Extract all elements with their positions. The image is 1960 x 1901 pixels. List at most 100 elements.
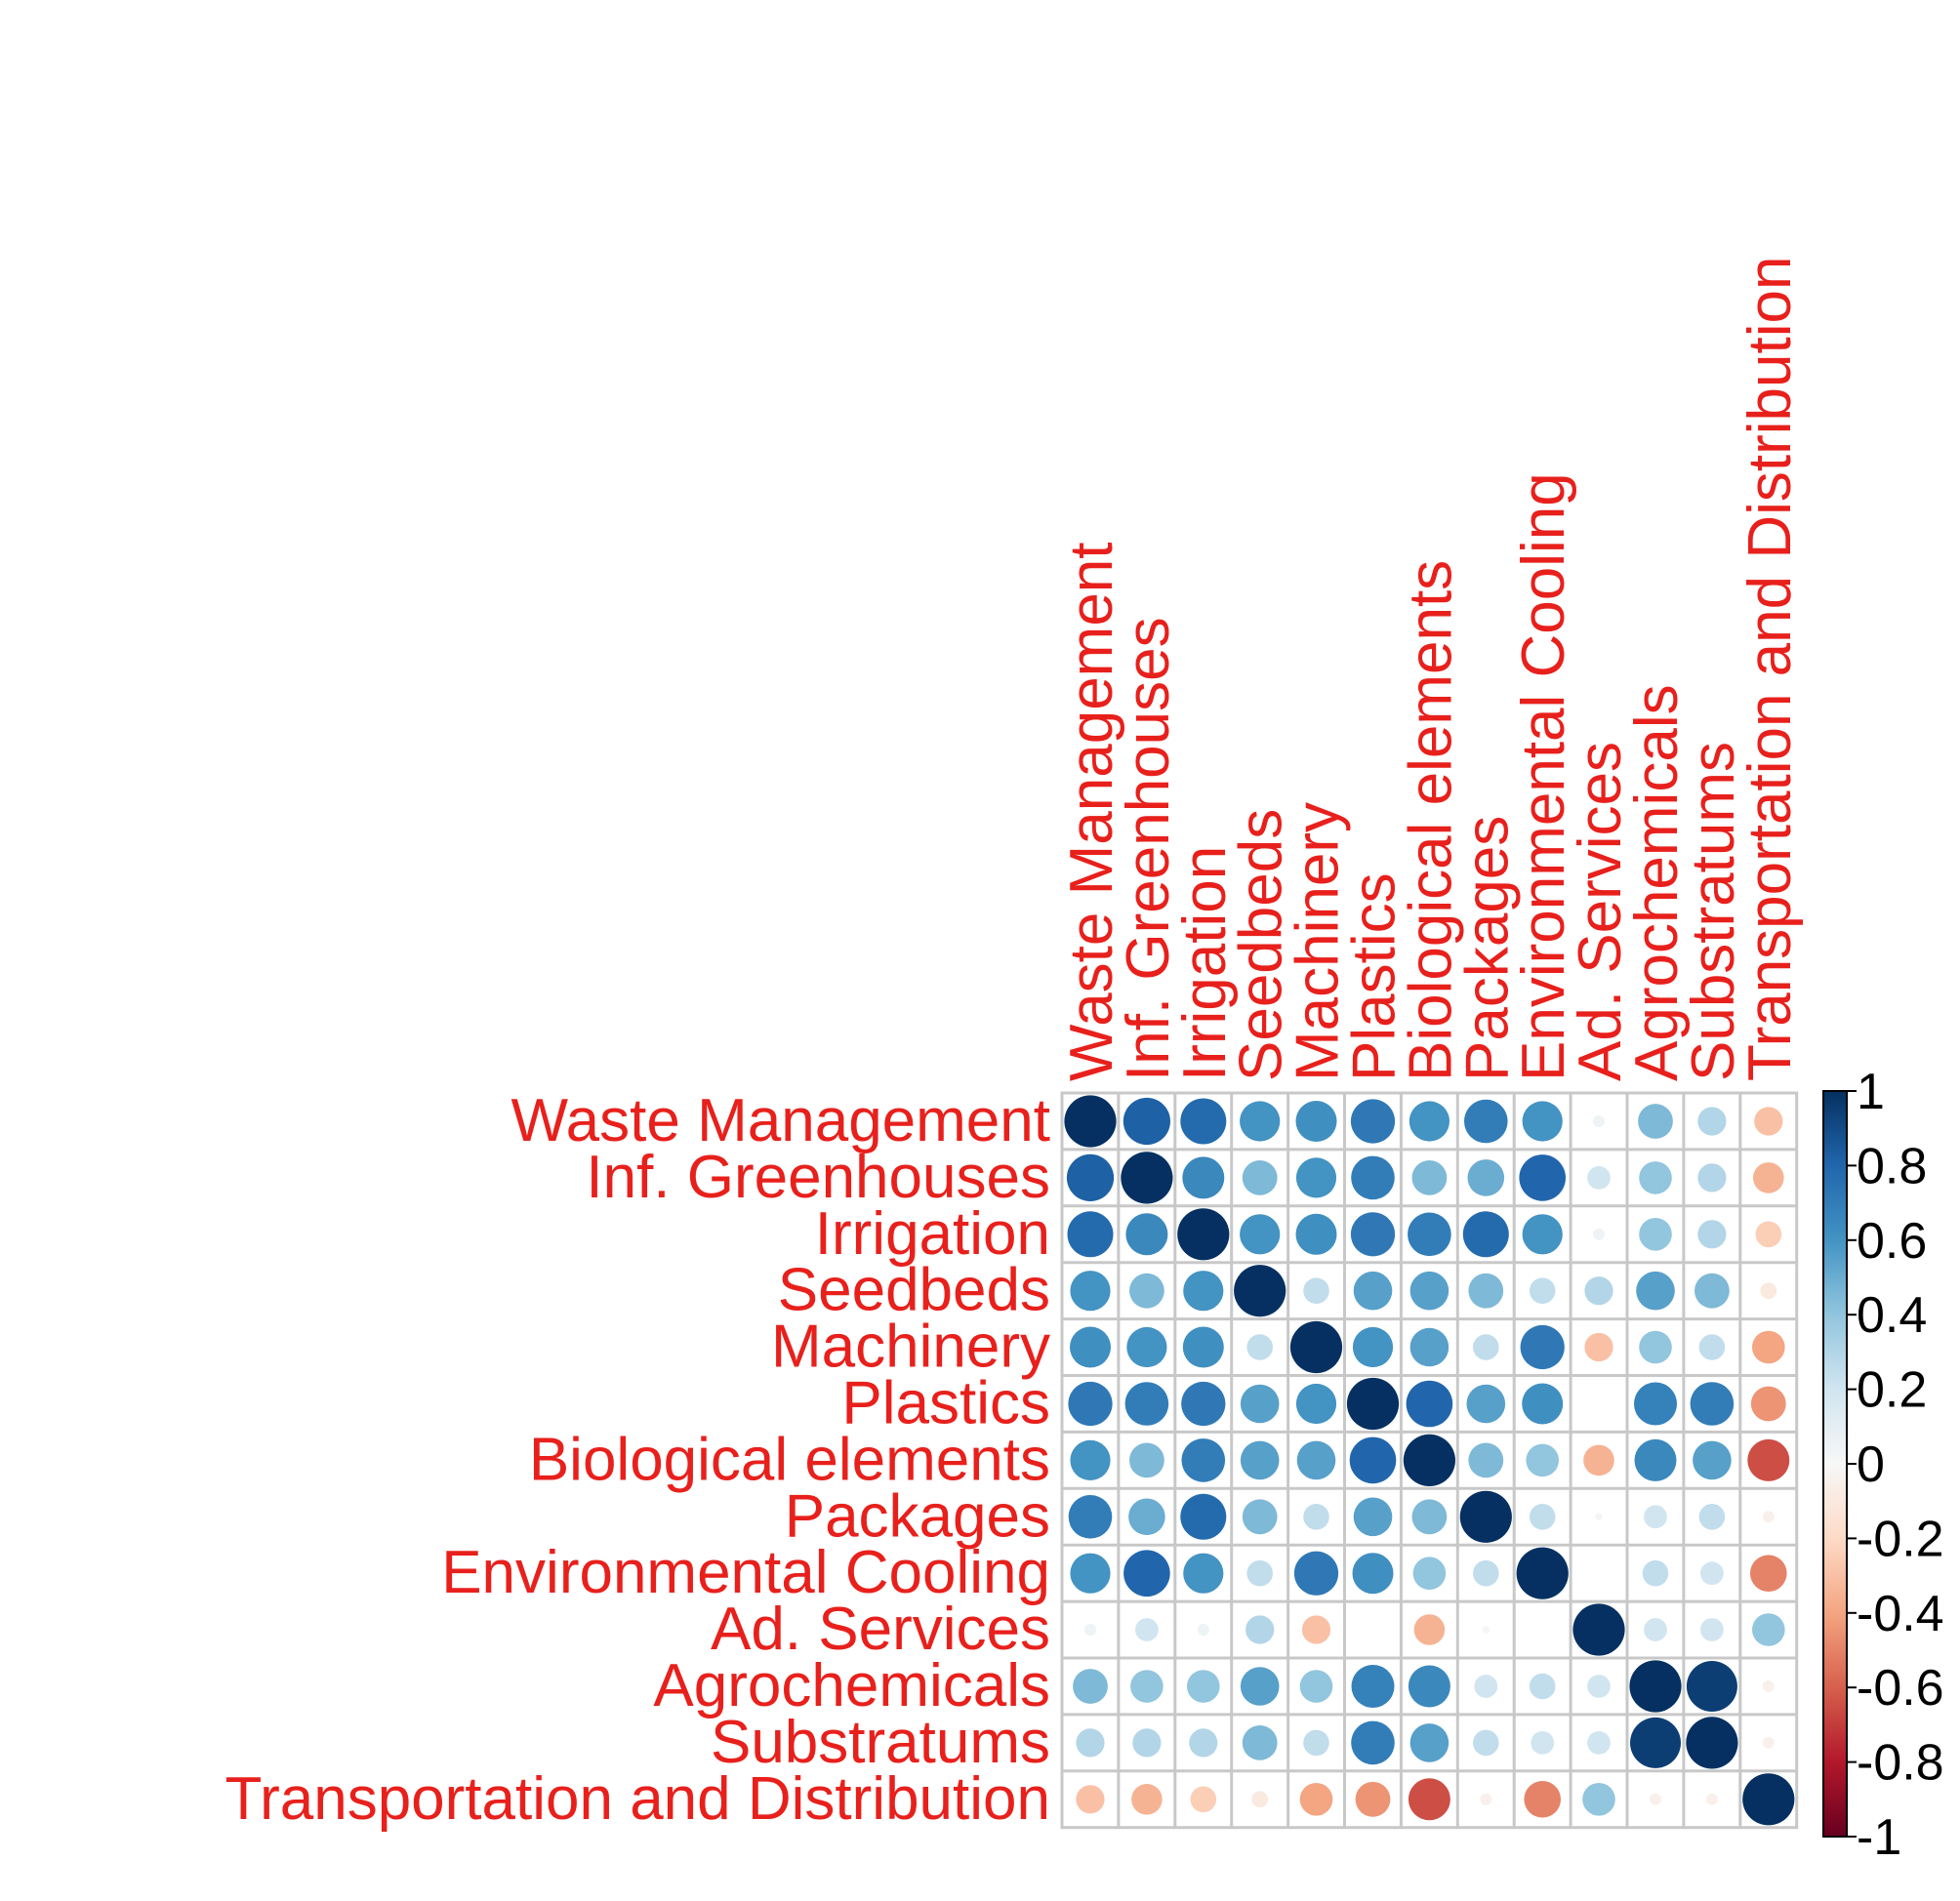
corr-circle-r2-c2 <box>1177 1208 1230 1261</box>
correlation-cells <box>1064 1095 1795 1826</box>
colorbar-tick-label: 1 <box>1857 1064 1885 1120</box>
column-label: Agrochemicals <box>1623 684 1691 1081</box>
corr-circle-r7-c3 <box>1242 1499 1278 1535</box>
corr-circle-r3-c12 <box>1760 1282 1777 1300</box>
corr-circle-r10-c12 <box>1762 1680 1775 1692</box>
corr-circle-r5-c0 <box>1068 1381 1113 1427</box>
corr-circle-r5-c10 <box>1634 1382 1677 1426</box>
corr-circle-r12-c10 <box>1650 1793 1661 1805</box>
corr-circle-r4-c8 <box>1520 1324 1565 1370</box>
corr-circle-r12-c0 <box>1076 1785 1105 1814</box>
corr-circle-r11-c1 <box>1132 1728 1162 1758</box>
column-label: Seedbeds <box>1228 809 1295 1081</box>
corr-circle-r8-c6 <box>1412 1557 1447 1590</box>
corr-circle-r12-c11 <box>1705 1793 1718 1805</box>
colorbar-tick-label: 0.4 <box>1857 1287 1927 1344</box>
corr-circle-r3-c0 <box>1070 1271 1111 1312</box>
corr-circle-r2-c5 <box>1350 1212 1396 1257</box>
column-label: Biological elements <box>1397 560 1464 1081</box>
corr-circle-r4-c2 <box>1182 1326 1224 1368</box>
corr-circle-r11-c7 <box>1473 1729 1499 1757</box>
corr-circle-r5-c4 <box>1295 1383 1337 1425</box>
corr-circle-r12-c9 <box>1582 1783 1615 1816</box>
corr-circle-r0-c3 <box>1240 1101 1281 1142</box>
corr-circle-r12-c2 <box>1190 1786 1217 1813</box>
corr-circle-r5-c3 <box>1240 1384 1280 1424</box>
corr-circle-r5-c12 <box>1750 1386 1786 1422</box>
corr-circle-r2-c0 <box>1067 1211 1114 1258</box>
corr-circle-r10-c1 <box>1130 1670 1164 1703</box>
column-label: Substratums <box>1680 742 1747 1081</box>
corr-circle-r1-c3 <box>1242 1160 1278 1195</box>
corr-circle-r11-c3 <box>1242 1725 1278 1760</box>
corr-circle-r2-c3 <box>1240 1214 1281 1255</box>
corr-circle-r12-c6 <box>1408 1778 1450 1821</box>
corr-circle-r3-c7 <box>1468 1273 1504 1309</box>
corr-circle-r1-c4 <box>1295 1157 1337 1198</box>
colorbar-tick-label: -1 <box>1857 1809 1901 1866</box>
row-label: Machinery <box>771 1314 1050 1381</box>
corr-circle-r8-c12 <box>1750 1555 1787 1592</box>
corr-circle-r5-c11 <box>1690 1382 1735 1426</box>
corr-circle-r2-c10 <box>1639 1218 1672 1251</box>
corr-circle-r1-c2 <box>1182 1156 1225 1199</box>
corr-circle-r9-c0 <box>1084 1624 1096 1636</box>
corr-circle-r9-c2 <box>1197 1624 1209 1636</box>
corr-circle-r7-c9 <box>1595 1513 1603 1521</box>
corr-circle-r2-c1 <box>1125 1213 1168 1256</box>
corr-circle-r1-c10 <box>1639 1161 1672 1194</box>
corr-circle-r3-c3 <box>1234 1265 1286 1317</box>
corr-circle-r4-c3 <box>1246 1334 1273 1360</box>
corr-circle-r11-c6 <box>1409 1723 1450 1762</box>
corr-circle-r6-c10 <box>1634 1438 1677 1481</box>
corr-circle-r12-c3 <box>1251 1791 1269 1808</box>
corr-circle-r1-c8 <box>1519 1154 1566 1201</box>
corr-circle-r11-c0 <box>1076 1728 1105 1758</box>
corr-circle-r4-c4 <box>1289 1320 1343 1374</box>
corr-circle-r5-c7 <box>1466 1384 1506 1424</box>
corr-circle-r9-c11 <box>1700 1618 1724 1641</box>
corr-circle-r4-c9 <box>1584 1332 1613 1362</box>
column-label: Plastics <box>1340 872 1408 1081</box>
corr-circle-r11-c10 <box>1630 1717 1681 1768</box>
row-label: Environmental Cooling <box>441 1539 1050 1606</box>
colorbar-tick-label: -0.4 <box>1857 1586 1944 1642</box>
corr-circle-r8-c3 <box>1246 1559 1273 1587</box>
corr-circle-r9-c9 <box>1572 1603 1625 1656</box>
corr-circle-r1-c0 <box>1066 1153 1115 1201</box>
column-label: Waste Management <box>1058 542 1125 1081</box>
corr-circle-r2-c11 <box>1697 1220 1727 1249</box>
column-label: Machinery <box>1285 802 1352 1081</box>
corr-circle-r9-c12 <box>1752 1613 1785 1646</box>
corr-circle-r3-c8 <box>1529 1277 1556 1304</box>
corr-circle-r12-c5 <box>1355 1781 1391 1817</box>
corr-circle-r6-c3 <box>1240 1440 1280 1480</box>
corr-circle-r5-c1 <box>1124 1382 1169 1426</box>
corr-circle-r5-c2 <box>1181 1381 1226 1427</box>
corr-circle-r6-c4 <box>1296 1440 1336 1480</box>
corr-circle-r3-c6 <box>1409 1271 1450 1311</box>
corr-circle-r0-c5 <box>1350 1099 1396 1144</box>
corr-circle-r0-c6 <box>1409 1101 1450 1142</box>
corr-circle-r7-c10 <box>1644 1505 1667 1529</box>
row-label: Substratums <box>711 1709 1050 1776</box>
corr-circle-r10-c7 <box>1474 1675 1498 1698</box>
corr-circle-r9-c7 <box>1482 1626 1490 1634</box>
colorbar-tick-label: 0.8 <box>1857 1138 1927 1194</box>
corr-circle-r7-c2 <box>1180 1493 1227 1540</box>
corr-circle-r3-c10 <box>1636 1271 1675 1311</box>
corr-circle-r6-c11 <box>1693 1440 1732 1480</box>
corr-circle-r0-c11 <box>1697 1107 1727 1136</box>
corr-circle-r8-c0 <box>1070 1553 1111 1594</box>
corr-circle-r1-c11 <box>1697 1163 1727 1193</box>
corr-circle-r9-c4 <box>1301 1615 1331 1644</box>
corr-circle-r5-c5 <box>1346 1377 1400 1431</box>
corr-circle-r4-c11 <box>1698 1334 1726 1360</box>
colorbar-tick-label: 0.6 <box>1857 1213 1927 1270</box>
corr-circle-r4-c7 <box>1473 1334 1499 1360</box>
corr-circle-r1-c12 <box>1753 1162 1784 1193</box>
row-label: Plastics <box>841 1369 1050 1436</box>
corr-circle-r8-c7 <box>1473 1559 1499 1587</box>
